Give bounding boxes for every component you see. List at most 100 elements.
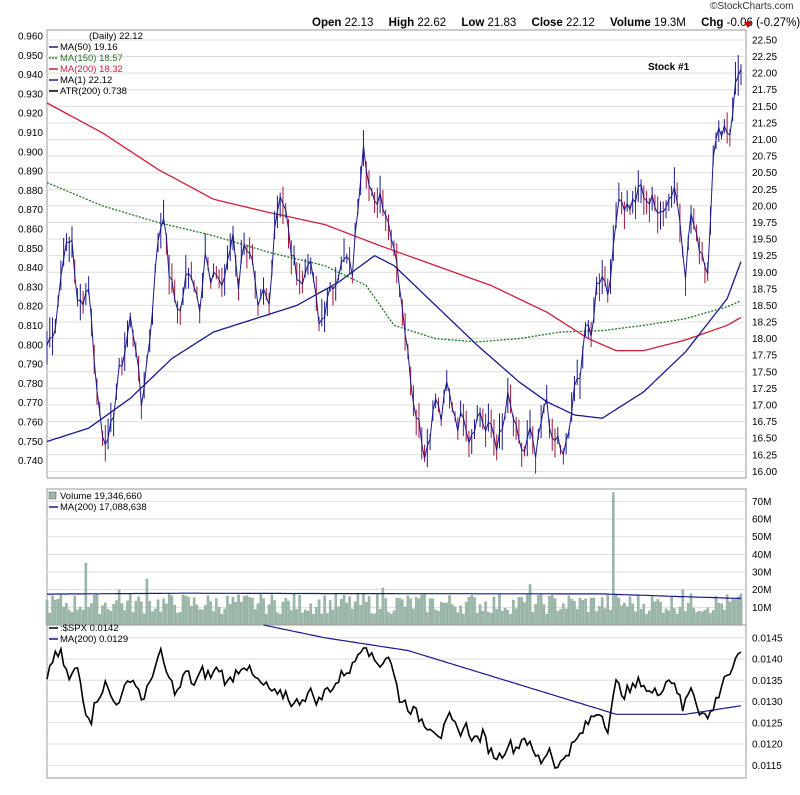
- ratio-tick: 0.0125: [752, 718, 783, 729]
- volume-bar: [437, 611, 440, 626]
- volume-bar: [287, 600, 290, 626]
- stockcharts-logo: ©StockCharts.com: [710, 1, 794, 12]
- volume-bar: [323, 595, 326, 626]
- volume-bar: [198, 609, 201, 626]
- volume-value: 19.3M: [653, 17, 686, 29]
- volume-bar: [473, 597, 476, 626]
- stock-annotation: Stock #1: [648, 62, 690, 73]
- volume-bar: [595, 611, 598, 626]
- volume-bar: [736, 596, 740, 626]
- volume-bar: [392, 610, 396, 626]
- volume-bar: [206, 595, 210, 626]
- volume-bar: [120, 603, 124, 626]
- volume-bar: [251, 597, 254, 626]
- volume-bar: [556, 611, 560, 626]
- volume-tick: 20M: [752, 585, 771, 596]
- volume-bar: [420, 594, 424, 626]
- volume-bar: [628, 596, 632, 626]
- volume-bar: [187, 596, 190, 626]
- volume-bar: [140, 601, 143, 626]
- price-tick-right: 16.25: [752, 450, 777, 461]
- close-value: 22.12: [566, 17, 595, 29]
- volume-bar: [423, 593, 426, 626]
- volume-bar: [456, 612, 460, 626]
- price-tick-right: 19.25: [752, 251, 777, 262]
- volume-bar: [317, 599, 321, 626]
- ma150-line: [46, 182, 742, 343]
- volume-bar: [656, 599, 659, 626]
- volume-bar: [451, 604, 454, 626]
- volume-bar: [417, 598, 421, 626]
- volume-bar: [54, 599, 57, 626]
- atr-tick-left: 0.940: [18, 70, 43, 81]
- volume-bar: [711, 610, 715, 626]
- volume-bar: [467, 596, 471, 626]
- volume-bar: [734, 599, 737, 626]
- volume-bar: [698, 610, 701, 626]
- volume-bar: [367, 596, 371, 626]
- volume-bar: [65, 603, 68, 626]
- volume-bar: [142, 613, 146, 626]
- volume-bar: [539, 593, 543, 626]
- volume-bar: [617, 598, 621, 626]
- volume-bar: [623, 602, 626, 626]
- volume-bar: [448, 595, 451, 626]
- volume-bar: [409, 598, 412, 626]
- atr-tick-left: 0.870: [18, 205, 43, 216]
- volume-bar: [370, 613, 374, 626]
- volume-bar: [348, 596, 351, 626]
- volume-bar: [378, 609, 382, 626]
- volume-bar: [667, 610, 671, 626]
- volume-tick: 30M: [752, 568, 771, 579]
- price-legend-entry: MA(50) 19.16: [60, 42, 118, 53]
- volume-bar: [215, 598, 218, 626]
- price-tick-right: 21.50: [752, 102, 777, 113]
- volume-bar: [470, 595, 473, 626]
- volume-bar: [184, 595, 188, 626]
- volume-bar: [389, 613, 393, 626]
- price-tick-right: 20.50: [752, 168, 777, 179]
- volume-bar: [190, 606, 193, 626]
- volume-bar: [306, 611, 310, 626]
- price-tick-right: 18.50: [752, 301, 777, 312]
- volume-bar: [112, 604, 115, 626]
- volume-bar: [723, 609, 726, 626]
- volume-bar: [309, 603, 312, 626]
- price-tick-right: 17.25: [752, 384, 777, 395]
- price-tick-right: 22.50: [752, 35, 777, 46]
- atr-tick-left: 0.960: [18, 32, 43, 43]
- volume-bar: [248, 597, 251, 626]
- volume-bar: [253, 609, 257, 626]
- ratio-legend-entry: MA(200) 0.0129: [60, 634, 128, 645]
- volume-bar: [295, 609, 299, 626]
- volume-bar: [453, 606, 457, 626]
- price-tick-right: 20.25: [752, 185, 777, 196]
- volume-bar: [703, 610, 707, 626]
- volume-bar: [439, 601, 443, 626]
- volume-bar: [115, 600, 118, 626]
- volume-bar: [181, 594, 185, 626]
- volume-bar: [237, 594, 240, 626]
- volume-bar: [326, 613, 329, 626]
- price-legend-entry: ATR(200) 0.738: [60, 86, 127, 97]
- volume-bar: [131, 612, 135, 626]
- price-tick-right: 18.75: [752, 284, 777, 295]
- volume-bar: [514, 608, 518, 626]
- volume-bar: [489, 612, 493, 626]
- volume-bar: [301, 612, 304, 626]
- volume-bar: [578, 597, 582, 626]
- volume-bar: [203, 605, 207, 626]
- volume-bar: [192, 597, 196, 626]
- volume-bar: [625, 606, 629, 626]
- ratio-tick: 0.0130: [752, 697, 783, 708]
- volume-bar: [659, 601, 662, 626]
- volume-tick: 70M: [752, 497, 771, 508]
- atr-tick-left: 0.900: [18, 147, 43, 158]
- price-tick-right: 19.75: [752, 218, 777, 229]
- volume-bar: [228, 604, 232, 626]
- price-tick-right: 19.00: [752, 268, 777, 279]
- ma1-price-line: [46, 68, 742, 459]
- volume-bar: [242, 596, 246, 626]
- volume-bar: [117, 589, 121, 626]
- volume-bar: [476, 612, 479, 626]
